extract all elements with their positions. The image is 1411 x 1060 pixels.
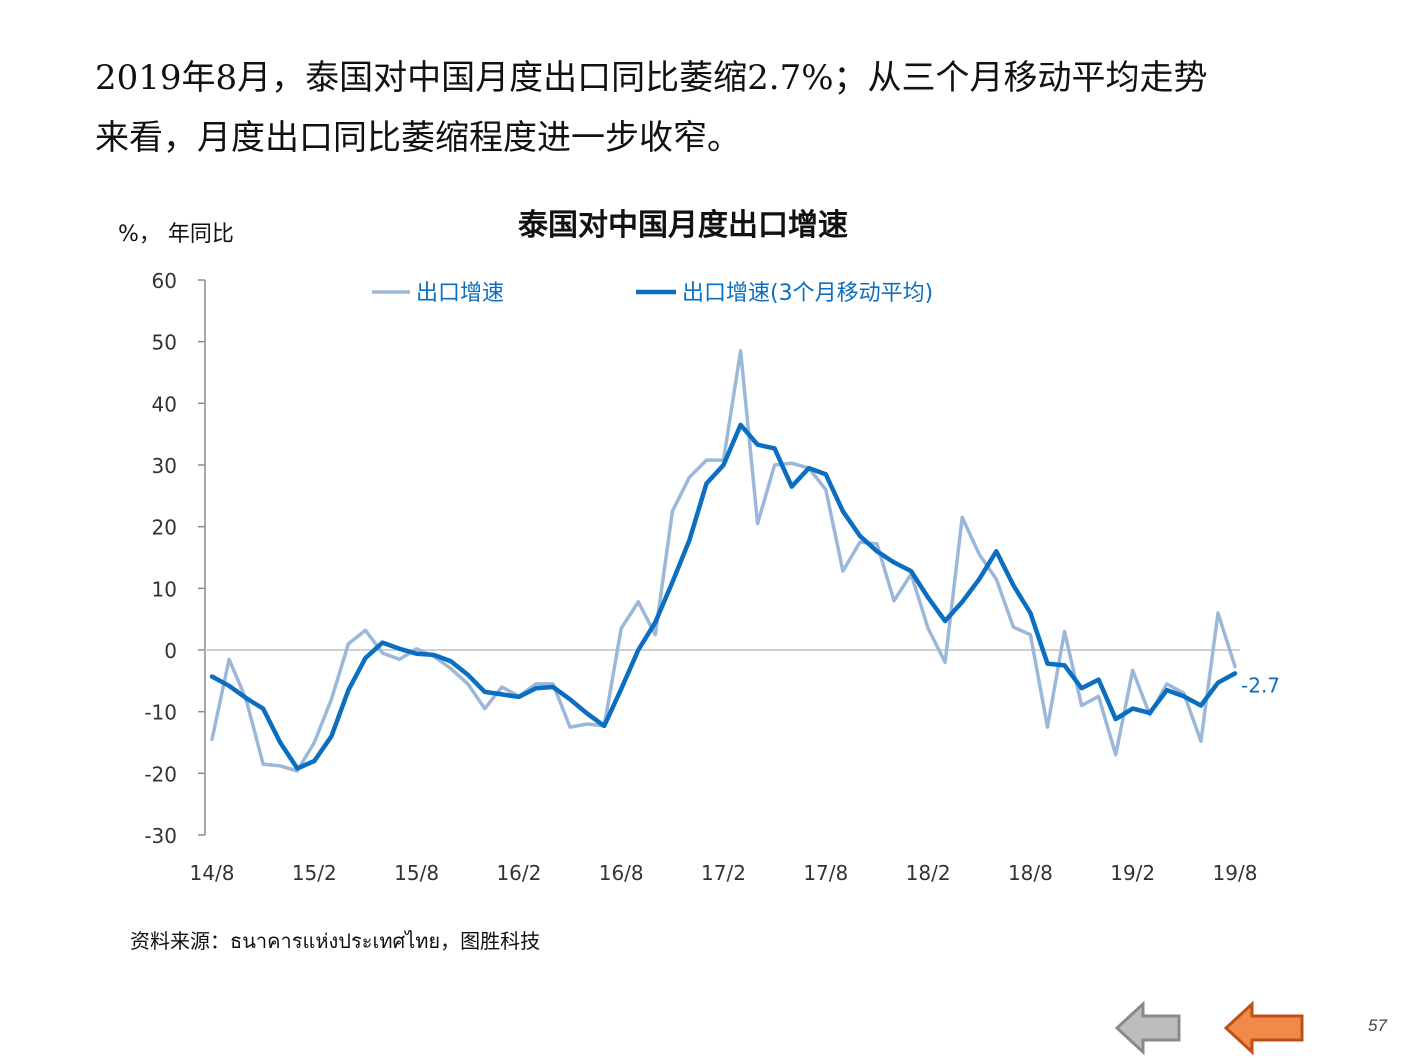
chart-title: 泰国对中国月度出口增速 [518, 208, 848, 243]
y-tick-label: 40 [152, 392, 177, 416]
source-note: 资料来源：ธนาคารแห่งประเทศไทย，图胜科技 [130, 929, 541, 953]
y-tick-label: -10 [144, 701, 177, 725]
y-axis-unit-label: %， 年同比 [118, 222, 234, 247]
x-tick-label: 16/8 [599, 861, 644, 885]
x-tick-label: 17/2 [701, 861, 746, 885]
x-tick-label: 18/2 [906, 861, 951, 885]
next-button[interactable] [1222, 1000, 1306, 1060]
headline-line-1: 2019年8月，泰国对中国月度出口同比萎缩2.7%；从三个月移动平均走势 [95, 58, 1208, 98]
y-tick-label: 60 [152, 269, 177, 293]
x-tick-label: 18/8 [1008, 861, 1053, 885]
end-data-label: -2.7 [1241, 674, 1280, 698]
x-tick-label: 16/2 [496, 861, 541, 885]
left-arrow-icon [1114, 1000, 1181, 1056]
back-button[interactable] [1113, 1000, 1183, 1060]
x-tick-label: 15/2 [292, 861, 337, 885]
y-tick-label: 10 [152, 577, 177, 601]
left-arrow-icon [1223, 1000, 1304, 1056]
y-tick-label: 20 [152, 516, 177, 540]
x-tick-label: 15/8 [394, 861, 439, 885]
legend-label: 出口增速 [416, 281, 504, 306]
y-tick-label: -30 [144, 824, 177, 848]
x-tick-label: 19/8 [1213, 861, 1258, 885]
series-line-moving-average [209, 422, 1238, 771]
headline-line-2: 来看，月度出口同比萎缩程度进一步收窄。 [95, 118, 741, 158]
headline: 2019年8月，泰国对中国月度出口同比萎缩2.7%；从三个月移动平均走势 来看，… [95, 48, 1365, 168]
y-tick-label: 0 [164, 639, 177, 663]
page-number: 57 [1368, 1016, 1387, 1035]
legend-label: 出口增速(3个月移动平均) [682, 281, 933, 306]
x-tick-label: 19/2 [1110, 861, 1155, 885]
x-tick-label: 17/8 [803, 861, 848, 885]
x-tick-label: 14/8 [190, 861, 235, 885]
series-line-raw [210, 349, 1237, 773]
y-tick-label: 50 [152, 331, 177, 355]
y-tick-label: -20 [144, 762, 177, 786]
y-tick-label: 30 [152, 454, 177, 478]
